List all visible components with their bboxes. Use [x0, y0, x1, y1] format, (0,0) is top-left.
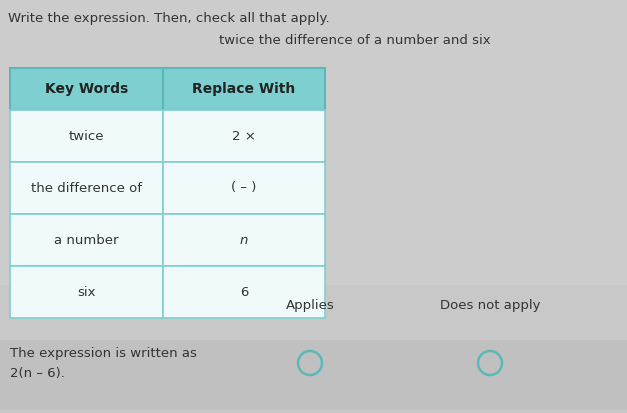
Bar: [10, 214, 163, 266]
Bar: [0, 285, 627, 413]
Text: 2(n – 6).: 2(n – 6).: [10, 366, 65, 380]
Bar: [10, 162, 163, 214]
Text: Does not apply: Does not apply: [440, 299, 540, 311]
Bar: [163, 110, 325, 162]
Bar: [163, 162, 325, 214]
Bar: [10, 110, 163, 162]
Text: Write the expression. Then, check all that apply.: Write the expression. Then, check all th…: [8, 12, 330, 25]
Text: Replace With: Replace With: [192, 82, 295, 96]
Text: 2 ×: 2 ×: [232, 130, 256, 142]
Bar: [10, 68, 163, 110]
Bar: [163, 214, 325, 266]
Text: The expression is written as: The expression is written as: [10, 347, 197, 359]
Bar: [163, 68, 325, 110]
Text: ( – ): ( – ): [231, 181, 256, 195]
Bar: [0, 340, 627, 410]
Text: twice the difference of a number and six: twice the difference of a number and six: [219, 34, 491, 47]
Text: Applies: Applies: [286, 299, 334, 311]
Text: n: n: [240, 233, 248, 247]
Text: a number: a number: [55, 233, 119, 247]
Bar: [163, 266, 325, 318]
Text: twice: twice: [69, 130, 104, 142]
Text: the difference of: the difference of: [31, 181, 142, 195]
Text: six: six: [77, 285, 96, 299]
Bar: [10, 266, 163, 318]
Text: Key Words: Key Words: [45, 82, 128, 96]
Text: 6: 6: [240, 285, 248, 299]
